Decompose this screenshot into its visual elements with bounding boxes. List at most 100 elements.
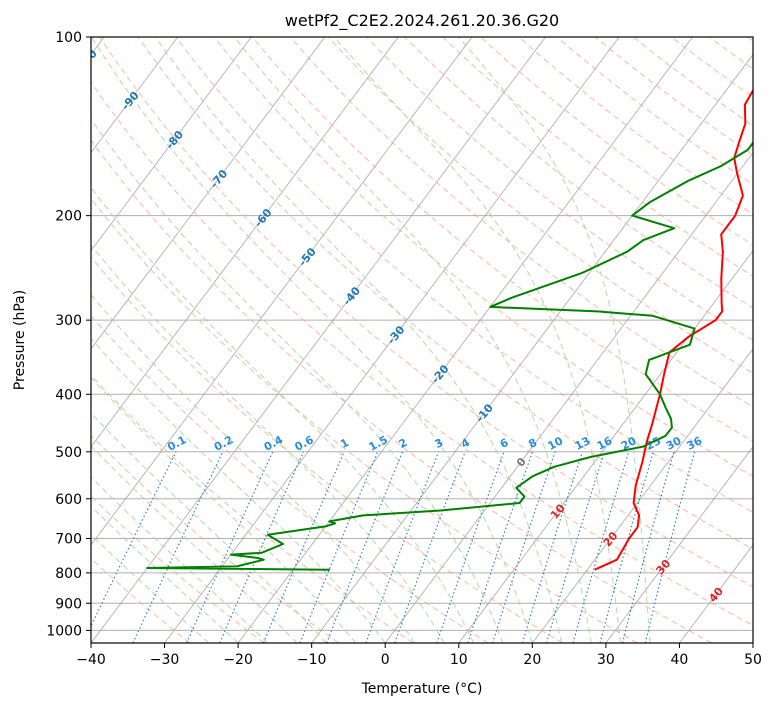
y-tick-label: 300 <box>55 313 82 329</box>
isotherm-line <box>752 642 753 643</box>
x-tick-label: 0 <box>381 652 390 668</box>
dry-adiabat-line <box>328 37 753 374</box>
moist-adiabat-line <box>91 445 298 643</box>
isotherm-line <box>164 37 620 643</box>
x-axis-label: Temperature (°C) <box>361 681 483 697</box>
y-tick-label: 200 <box>55 209 82 225</box>
dry-adiabat-line <box>213 37 753 478</box>
moist-adiabat-line <box>333 37 622 643</box>
mixing-ratio-label: 6 <box>498 436 511 451</box>
mixing-ratio-line <box>546 451 606 643</box>
moist-adiabat-line <box>91 37 533 643</box>
mixing-ratio-label: 0.2 <box>212 433 235 454</box>
dry-adiabat-line <box>556 37 753 186</box>
mixing-ratio-label: 8 <box>526 436 539 451</box>
dry-adiabat-line <box>91 256 563 643</box>
isotherm-line <box>91 37 252 252</box>
mixing-ratio-line <box>644 451 696 643</box>
mixing-ratio-line <box>394 451 466 643</box>
dry-adiabat-line <box>404 37 753 309</box>
moist-adiabat-line <box>91 376 357 643</box>
dry-adiabat-line <box>709 37 753 70</box>
dry-adiabat-line <box>91 495 265 643</box>
dry-adiabat-line <box>175 37 753 513</box>
mixing-ratio-line <box>299 451 379 643</box>
mixing-ratio-line <box>91 451 177 628</box>
mixing-ratio-line <box>436 451 505 643</box>
isotherm-line <box>91 37 546 643</box>
mixing-ratio-label: 10 <box>546 434 566 453</box>
isotherm-line <box>91 37 399 448</box>
y-tick-label: 800 <box>55 566 82 582</box>
y-tick-label: 400 <box>55 387 82 403</box>
isotherm-label: -100 <box>72 47 100 77</box>
moist-adiabat-line <box>91 505 239 643</box>
isotherm-line <box>91 37 326 350</box>
mixing-ratio-label: 36 <box>685 434 705 453</box>
isotherm-label: -10 <box>473 401 496 425</box>
mixing-ratio-label: 30 <box>664 434 684 453</box>
dry-adiabat-line <box>91 197 638 643</box>
moist-adiabat-line <box>91 412 327 643</box>
dry-adiabat-line <box>632 37 753 127</box>
x-tick-label: −40 <box>76 652 106 668</box>
moist-adiabat-line <box>91 294 416 643</box>
y-tick-label: 500 <box>55 445 82 461</box>
y-tick-label: 900 <box>55 596 82 612</box>
moist-adiabat-line <box>91 118 504 643</box>
isotherm-line <box>532 348 753 643</box>
dry-adiabat-line <box>518 37 753 216</box>
isotherm-label: -90 <box>119 89 142 113</box>
x-tick-label: 30 <box>597 652 615 668</box>
moist-adiabat-line <box>234 37 592 643</box>
mixing-ratio-label: 0.1 <box>165 433 188 454</box>
moist-adiabat-line <box>91 533 210 643</box>
x-tick-label: −10 <box>297 652 327 668</box>
mixing-ratio-line <box>219 451 305 643</box>
dry-adiabat-line <box>91 374 414 643</box>
y-tick-label: 100 <box>55 30 82 46</box>
x-tick-label: 10 <box>450 652 468 668</box>
dry-adiabat-line <box>91 557 191 643</box>
mixing-ratio-label: 2 <box>397 436 410 451</box>
isotherm-label: -60 <box>252 206 275 230</box>
chart-title: wetPf2_C2E2.2024.261.20.36.G20 <box>285 11 559 31</box>
isotherm-label: 20 <box>601 529 621 549</box>
isotherm-line <box>605 446 753 643</box>
mixing-ratio-line <box>622 451 675 643</box>
temperature-profile-line <box>594 88 753 571</box>
dry-adiabat-line <box>670 37 753 98</box>
y-tick-label: 700 <box>55 532 82 548</box>
isotherm-label: 40 <box>706 585 726 605</box>
mixing-ratio-label: 0.6 <box>293 433 317 454</box>
dry-adiabat-line <box>137 37 753 550</box>
mixing-ratio-line <box>599 451 654 643</box>
moist-adiabat-line <box>154 37 563 643</box>
isotherm-label: 30 <box>654 557 674 577</box>
dry-adiabat-line <box>251 37 753 442</box>
dewpoint-profile-line <box>146 141 753 571</box>
moist-adiabat-line <box>91 476 268 643</box>
mixing-ratio-line <box>572 451 630 643</box>
dry-adiabat-line <box>99 37 753 588</box>
y-tick-label: 600 <box>55 492 82 508</box>
mixing-ratio-line <box>365 451 440 643</box>
x-tick-label: 50 <box>744 652 762 668</box>
mixing-ratio-label: 4 <box>459 436 472 451</box>
moist-adiabat-line <box>91 337 386 643</box>
mixing-ratio-line <box>326 451 404 643</box>
isotherm-label: -70 <box>208 167 231 191</box>
dry-adiabat-line <box>289 37 753 408</box>
dry-adiabat-line <box>480 37 753 246</box>
mixing-ratio-label: 1.5 <box>367 433 390 454</box>
mixing-ratio-label: 1 <box>338 436 351 451</box>
x-tick-label: −20 <box>223 652 253 668</box>
dry-adiabat-line <box>91 315 489 643</box>
mixing-ratio-line <box>262 451 345 643</box>
y-axis-label: Pressure (hPa) <box>12 290 28 390</box>
x-tick-label: 20 <box>523 652 541 668</box>
dry-adiabat-line <box>91 81 753 626</box>
isotherm-label: -50 <box>296 245 319 269</box>
y-tick-label: 1000 <box>46 623 82 639</box>
